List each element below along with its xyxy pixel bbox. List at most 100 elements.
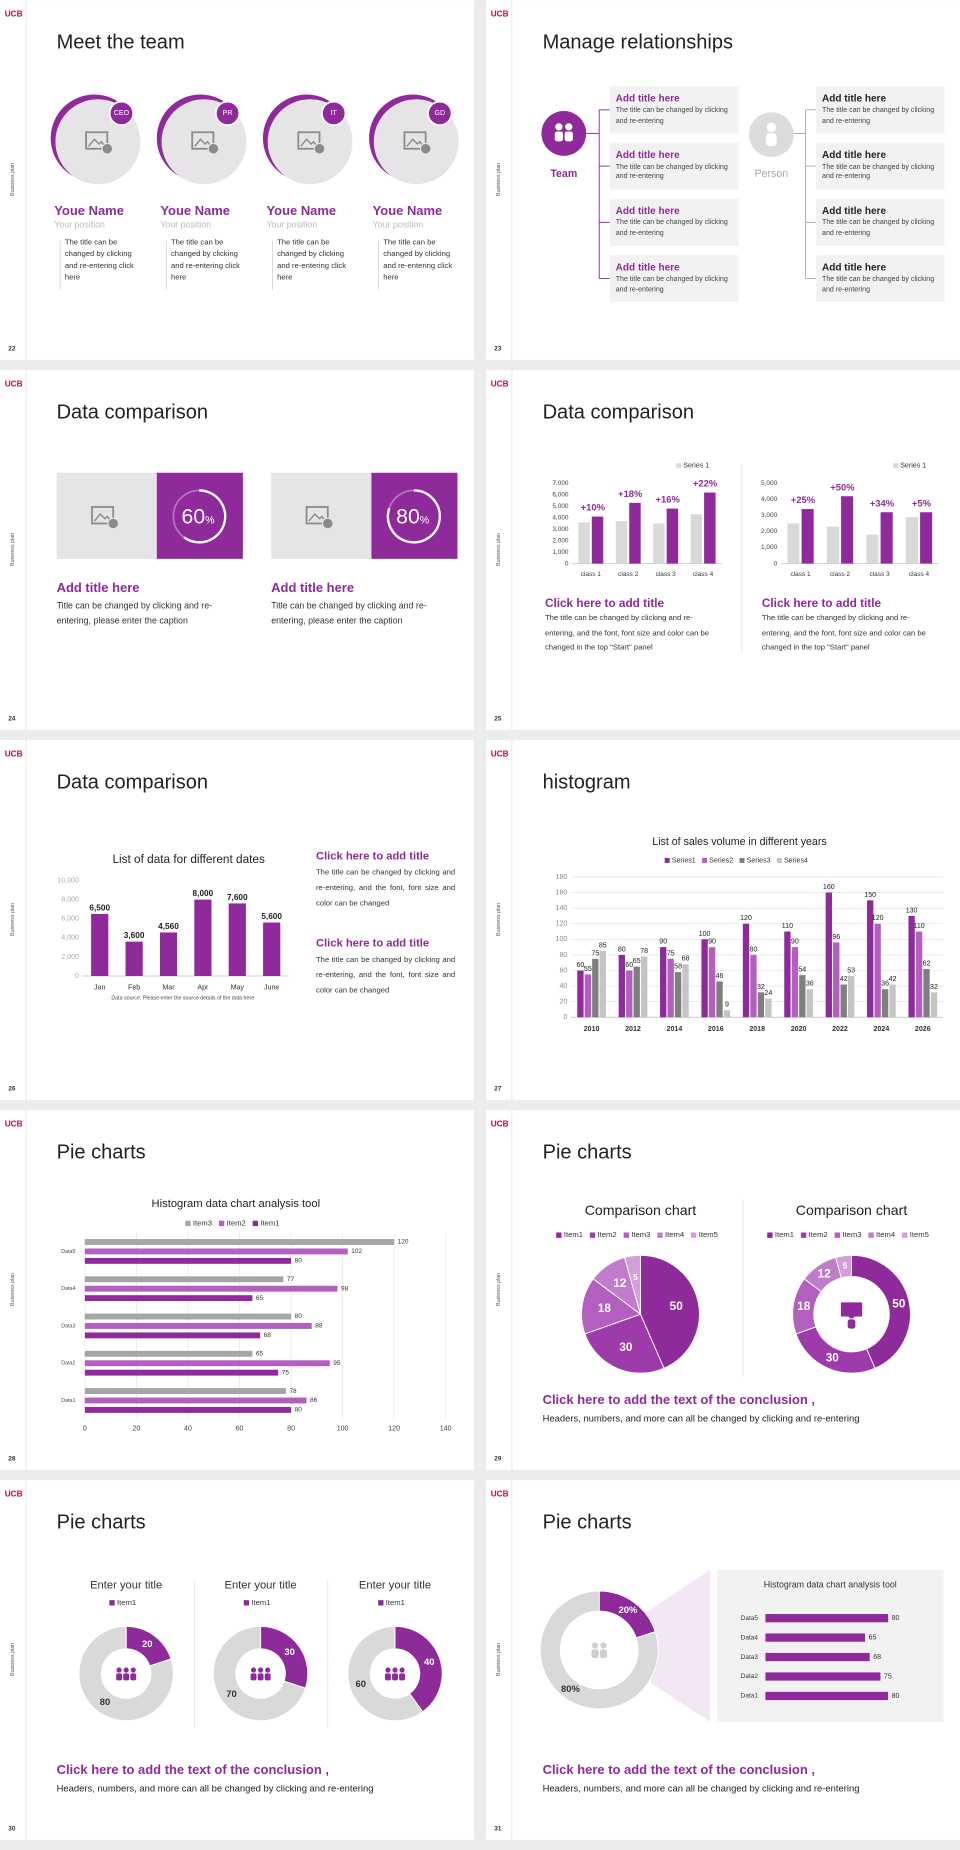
y-tick-label: Data5 [741,1615,759,1622]
y-tick-label: 40 [559,983,567,990]
y-tick-label: 2,000 [761,528,778,535]
item-text: The title can be changed by clicking and… [615,163,728,181]
y-tick-label: 4,000 [761,496,778,503]
value-label: 60 [625,962,633,969]
item-text-box: The title can be changed by clicking and… [822,107,934,124]
image-icon [107,517,120,530]
bar [923,968,930,1018]
logo: UCB [5,10,23,19]
group-label: Team [550,168,577,180]
y-tick-label: 100 [556,936,568,943]
y-tick-label: 7,000 [552,480,569,487]
slide-title: Meet the team [57,32,185,54]
value-label: 80 [295,1313,303,1320]
item-box [609,86,739,134]
growth-label: +25% [791,494,816,505]
growth-label: +22% [693,478,718,489]
value-label: 5 [843,1261,848,1270]
bar [889,984,896,1018]
value-label: 98 [341,1285,349,1292]
conclusion-text: Headers, numbers, and more can all be ch… [543,1412,860,1423]
legend-swatch [657,1232,663,1238]
bar [577,970,584,1018]
value-label: 20 [142,1638,152,1649]
x-tick-label: 2012 [625,1026,641,1033]
growth-label: +34% [870,497,895,508]
value-label: 96 [832,934,840,941]
member-name: Youe Name [160,203,230,218]
slide-number: 24 [8,715,16,722]
board-icon [840,1302,863,1317]
legend-swatch [834,1232,841,1238]
block-text: The title can be changed by clicking and… [316,955,456,995]
legend-label: Series2 [709,857,733,864]
item-box [609,254,739,303]
bar [84,1276,284,1283]
legend: Series 1 [676,463,709,470]
slice [539,1590,659,1710]
block-text-box: The title can be changed by clicking and… [316,869,455,908]
slide-number: 27 [494,1085,502,1092]
value-label: 50 [670,1300,684,1313]
legend-label: Item1 [117,1598,136,1607]
badge-text: PR [223,110,233,117]
bar [91,913,109,977]
slide: UCB Business plan 29 Pie charts Comparison c… [486,1110,960,1470]
image-icon [313,142,326,155]
chart-title: Enter your title [90,1580,162,1592]
legend-swatch [109,1600,115,1606]
slice [347,1625,424,1722]
legend-label: Item3 [631,1230,650,1239]
person-icon [130,1667,136,1673]
bar [867,900,874,1018]
item-text-box: The title can be changed by clicking and… [616,107,728,124]
y-tick-label: Data2 [61,1361,75,1367]
bar [584,974,592,1018]
item-title: Add title here [616,94,680,105]
person-icon [116,1667,122,1673]
person-icon [250,1667,257,1673]
value-label: 110 [913,923,924,930]
legend-label: Item5 [699,1230,718,1239]
bar [578,522,590,564]
person-icon [265,1667,271,1673]
person-icon [250,1673,257,1681]
person-icon [123,1673,130,1681]
person-icon [766,133,777,146]
person-icon [399,1667,405,1673]
caption-text: The title can be changed by clicking and… [544,614,709,652]
member-name: Youe Name [266,203,336,218]
value-label: 70 [226,1688,236,1699]
value-label: 160 [823,884,835,891]
member-text-box: The title can be changed by clicking and… [65,238,134,282]
bar [84,1388,286,1394]
bar [626,970,633,1018]
value-label: 65 [256,1351,264,1358]
item-text-box: The title can be changed by clicking and… [615,163,728,181]
card-text: Title can be changed by clicking and re-… [271,600,427,627]
member-position: Your position [266,220,317,230]
value-label: 90 [791,939,799,946]
value-label: 18 [598,1302,612,1315]
legend-label: Series 1 [683,463,709,470]
legend: Item1 Item2 Item3 Item4 Item5 [767,1230,929,1239]
person-icon [848,1311,855,1319]
item-box [816,198,945,246]
logo: UCB [5,1490,23,1499]
bar [629,502,641,564]
value-label: 120 [740,915,752,922]
y-tick-label: 4,000 [61,935,79,942]
bar [881,989,889,1018]
x-tick-label: June [264,985,279,992]
slide: UCB Business plan 22 Meet the team CEO Youe N… [0,0,474,360]
image-icon [91,506,115,525]
item-title: Add title here [822,150,886,161]
member-text-box: The title can be changed by clicking and… [383,238,452,282]
card-text-box: Title can be changed by clicking and re-… [271,600,427,627]
image-icon [419,142,432,155]
legend-swatch [589,1232,596,1238]
ring-value [183,489,227,544]
bar [765,1614,889,1623]
legend-swatch [218,1220,225,1227]
x-tick-label: Apr [197,985,209,992]
